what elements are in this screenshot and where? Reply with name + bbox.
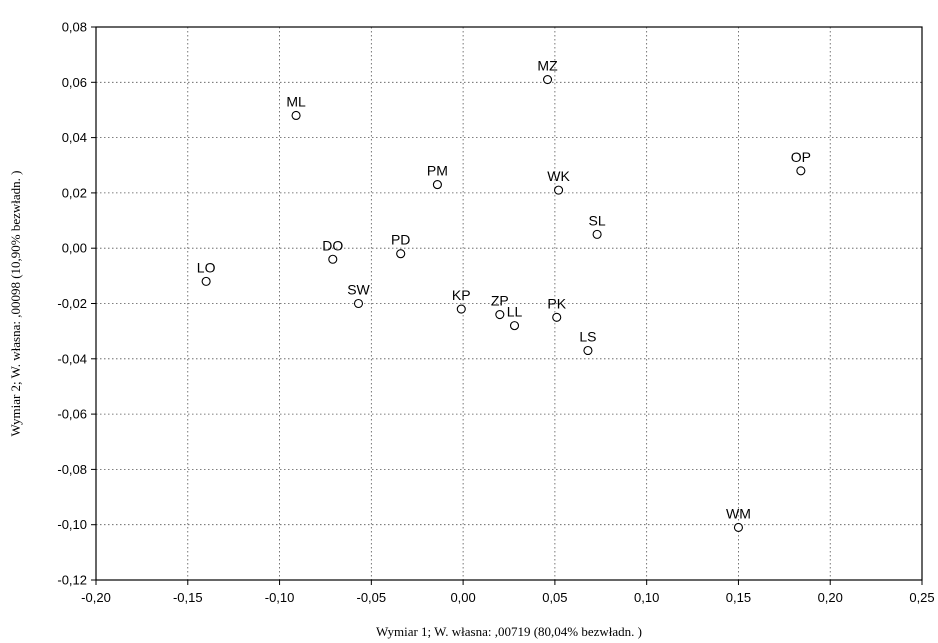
point-label: DO — [322, 237, 343, 253]
x-tick-label: 0,00 — [450, 590, 475, 605]
data-point-ml: ML — [286, 93, 306, 121]
y-tick-label: -0,02 — [57, 296, 87, 311]
point-label: ML — [286, 93, 306, 109]
data-point-kp: KP — [452, 287, 471, 314]
point-marker — [328, 254, 338, 264]
point-label: PD — [391, 232, 410, 248]
x-tick-label: -0,10 — [265, 590, 295, 605]
point-marker — [583, 345, 593, 356]
y-tick-label: 0,08 — [62, 20, 87, 35]
data-point-mz: MZ — [537, 58, 558, 85]
y-axis-title: Wymiar 2; W. własna: ,00098 (10,90% bezw… — [8, 170, 23, 436]
data-point-op: OP — [791, 149, 811, 176]
data-point-zp: ZP — [491, 293, 509, 320]
point-marker — [495, 310, 505, 320]
data-point-do: DO — [322, 237, 343, 264]
axis-ticks: -0,20 -0,15 -0,10 -0,05 0,00 0,05 0,10 0,15 0,20… — [57, 20, 934, 606]
point-label: OP — [791, 149, 811, 165]
grid-lines — [96, 27, 922, 580]
y-tick-label: 0,04 — [62, 130, 87, 145]
point-label: LL — [507, 304, 523, 320]
x-tick-label: 0,20 — [818, 590, 843, 605]
point-marker — [509, 321, 520, 331]
y-tick-label: 0,00 — [62, 241, 87, 256]
point-label: KP — [452, 287, 471, 303]
point-marker — [291, 110, 301, 121]
point-label: WK — [547, 168, 570, 184]
data-point-sw: SW — [347, 282, 371, 309]
x-tick-label: -0,20 — [81, 590, 111, 605]
point-label: LO — [197, 259, 216, 275]
data-point-wm: WM — [726, 505, 751, 533]
y-tick-label: -0,08 — [57, 462, 87, 477]
point-marker — [796, 166, 806, 176]
x-tick-label: -0,05 — [357, 590, 387, 605]
point-label: PK — [547, 295, 566, 311]
y-tick-label: -0,06 — [57, 407, 87, 422]
point-marker — [353, 298, 364, 309]
data-point-lo: LO — [197, 259, 216, 286]
point-marker — [592, 229, 602, 239]
y-tick-label: 0,02 — [62, 185, 87, 200]
point-marker — [396, 249, 406, 259]
y-tick-label: -0,12 — [57, 573, 87, 588]
data-point-pd: PD — [391, 232, 410, 259]
point-marker — [432, 180, 442, 190]
x-axis-title: Wymiar 1; W. własna: ,00719 (80,04% bezw… — [376, 624, 642, 639]
y-tick-label: -0,10 — [57, 517, 87, 532]
point-label: SL — [589, 212, 606, 228]
point-marker — [552, 312, 562, 322]
x-tick-label: 0,05 — [542, 590, 567, 605]
point-label: WM — [726, 505, 751, 521]
x-tick-label: 0,25 — [909, 590, 934, 605]
point-label: PM — [427, 163, 448, 179]
data-point-sl: SL — [589, 212, 606, 239]
x-tick-label: -0,15 — [173, 590, 203, 605]
data-point-wk: WK — [547, 168, 570, 195]
point-label: ZP — [491, 293, 509, 309]
point-marker — [733, 522, 743, 533]
data-point-pm: PM — [427, 163, 448, 190]
point-marker — [542, 74, 553, 85]
data-point-ls: LS — [579, 329, 596, 356]
y-tick-label: 0,06 — [62, 75, 87, 90]
point-label: LS — [579, 329, 596, 345]
data-point-pk: PK — [547, 295, 567, 322]
x-tick-label: 0,15 — [726, 590, 751, 605]
point-label: MZ — [537, 58, 558, 74]
data-point-ll: LL — [507, 304, 523, 331]
x-tick-label: 0,10 — [634, 590, 659, 605]
point-marker — [456, 304, 466, 314]
point-marker — [201, 276, 211, 286]
point-label: SW — [347, 282, 370, 298]
point-marker — [554, 185, 564, 195]
y-tick-label: -0,04 — [57, 351, 87, 366]
